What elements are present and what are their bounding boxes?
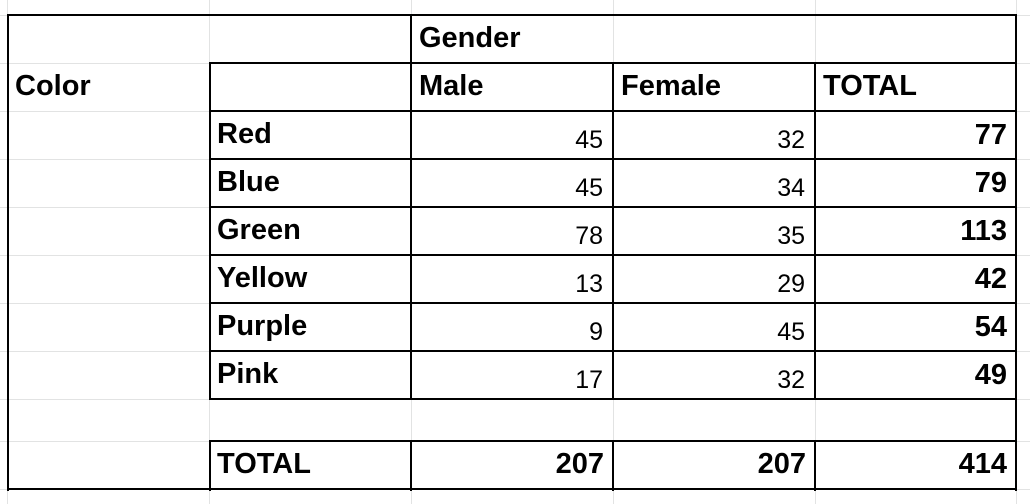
cell-blue-male[interactable]: 45 [575,174,603,202]
cell-purple-total[interactable]: 54 [974,311,1007,343]
column-header-female[interactable]: Female [621,70,721,102]
cell-total-male[interactable]: 207 [555,448,604,480]
row-label-yellow[interactable]: Yellow [217,262,308,294]
cell-blue-female[interactable]: 34 [777,174,805,202]
cell-blue-total[interactable]: 79 [974,167,1007,199]
cell-red-female[interactable]: 32 [777,126,805,154]
row-label-pink[interactable]: Pink [217,358,279,390]
cell-purple-female[interactable]: 45 [777,318,805,346]
cell-green-female[interactable]: 35 [777,222,805,250]
cell-yellow-male[interactable]: 13 [575,270,603,298]
row-label-total[interactable]: TOTAL [217,448,311,480]
row-label-purple[interactable]: Purple [217,310,308,342]
cell-total-total[interactable]: 414 [958,448,1007,480]
cell-green-male[interactable]: 78 [575,222,603,250]
cell-green-total[interactable]: 113 [960,215,1007,247]
cell-total-female[interactable]: 207 [757,448,806,480]
row-label-red[interactable]: Red [217,118,272,150]
cell-red-total[interactable]: 77 [974,119,1007,151]
cell-purple-male[interactable]: 9 [589,318,603,346]
cell-pink-male[interactable]: 17 [575,366,603,394]
cell-yellow-female[interactable]: 29 [777,270,805,298]
column-header-total[interactable]: TOTAL [823,70,917,102]
row-label-green[interactable]: Green [217,214,301,246]
column-header-male[interactable]: Male [419,70,484,102]
cell-yellow-total[interactable]: 42 [974,263,1007,295]
row-label-blue[interactable]: Blue [217,166,280,198]
cell-pink-total[interactable]: 49 [974,359,1007,391]
cell-pink-female[interactable]: 32 [777,366,805,394]
row-header-color[interactable]: Color [15,70,91,102]
cell-red-male[interactable]: 45 [575,126,603,154]
group-header-gender[interactable]: Gender [419,22,521,54]
